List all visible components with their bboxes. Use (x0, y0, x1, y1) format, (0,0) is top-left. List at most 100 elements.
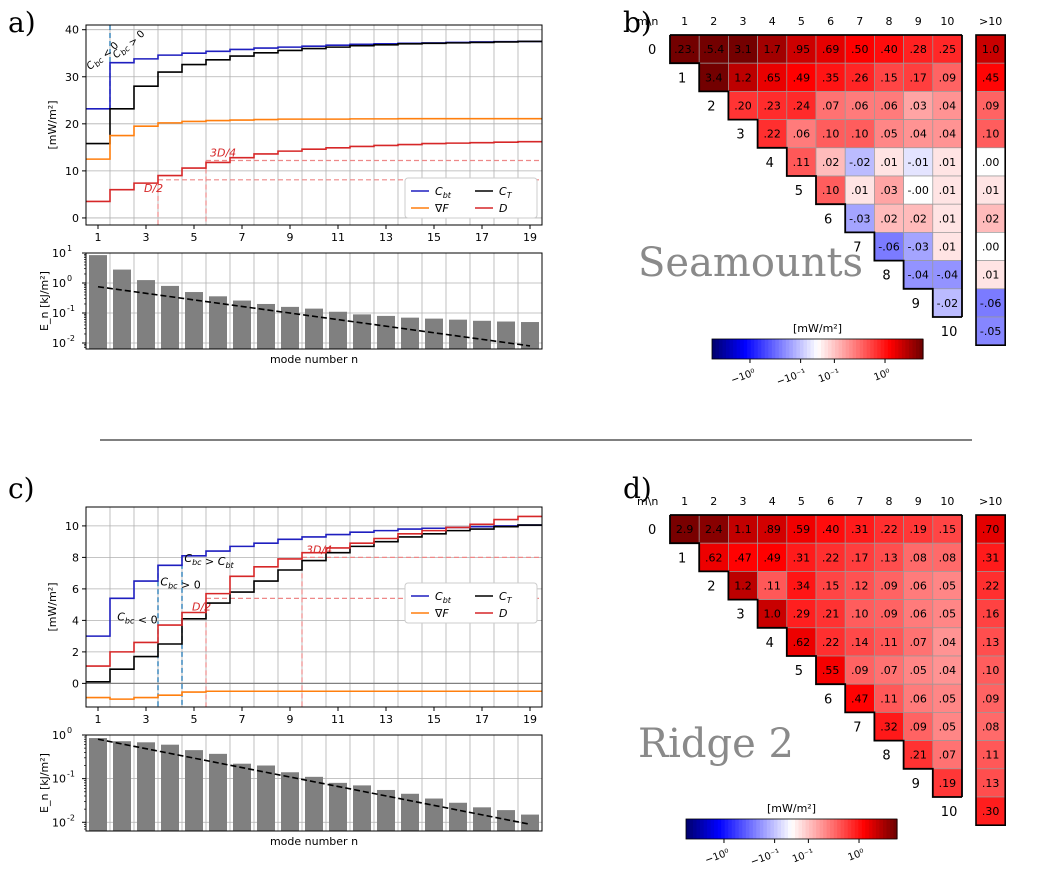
colorbar-segment (854, 819, 859, 839)
y-tick-label: 0 (72, 212, 79, 225)
cell-value: 2.9 (676, 523, 694, 536)
matrix-cell (903, 232, 934, 261)
y-tick-label: 4 (72, 614, 79, 627)
colorbar-segment (791, 819, 796, 839)
column-header: 2 (710, 15, 717, 28)
colorbar-segment (886, 819, 891, 839)
matrix-cell (815, 542, 846, 572)
colorbar-segment (861, 819, 866, 839)
cell-value: .06 (909, 692, 927, 705)
row-header: 4 (766, 636, 774, 651)
extra-cell (975, 627, 1006, 657)
matrix-cell (932, 514, 963, 544)
cell-value: .05 (939, 580, 957, 593)
matrix-cell (874, 203, 904, 233)
cell-value: .01 (939, 241, 957, 254)
x-tick-label: 11 (331, 231, 345, 244)
column-header: 7 (856, 495, 863, 508)
colorbar-tick-label: 10⁰ (873, 367, 892, 383)
extra-cell-value: .01 (982, 269, 1000, 282)
colorbar-label: [mW/m²] (793, 322, 842, 335)
cell-value: .14 (851, 636, 869, 649)
energy-bar (305, 776, 323, 831)
cell-value: .29 (793, 608, 811, 621)
extra-cell-value: .31 (982, 551, 1000, 564)
cell-value: .49 (793, 71, 811, 84)
colorbar-segment (735, 819, 740, 839)
colorbar-segment (768, 339, 773, 359)
colorbar-segment (805, 819, 810, 839)
colorbar-segment (868, 819, 873, 839)
matrix-cell (786, 62, 817, 92)
y-axis-label: E_n [kJ/m²] (38, 271, 51, 331)
colorbar-segment (745, 819, 750, 839)
colorbar-segment (893, 819, 898, 839)
extra-cell-value: .02 (982, 212, 1000, 225)
colorbar-segment (887, 339, 892, 359)
colorbar-segment (838, 339, 843, 359)
matrix-cell (874, 119, 904, 149)
colorbar-segment (802, 819, 807, 839)
cell-value: .49 (763, 551, 781, 564)
extra-cell-value: .30 (982, 805, 1000, 818)
colorbar-segment (889, 819, 895, 839)
energy-bar (497, 810, 515, 831)
cell-value: .04 (939, 664, 957, 677)
cell-value: -.03 (849, 212, 870, 225)
matrix-cell (903, 599, 934, 629)
cell-value: .04 (939, 636, 957, 649)
colorbar-segment (879, 819, 884, 839)
extra-cell-value: .22 (982, 580, 1000, 593)
colorbar-segment (710, 819, 715, 839)
cell-value: .07 (822, 100, 840, 113)
cell-value: .05 (939, 608, 957, 621)
colorbar-segment (749, 819, 754, 839)
cell-value: 1.7 (763, 43, 781, 56)
cell-value: .09 (909, 721, 927, 734)
colorbar-segment (901, 339, 907, 359)
energy-bar (449, 319, 467, 349)
colorbar-segment (875, 819, 881, 839)
plot-frame (85, 506, 543, 708)
energy-bar (449, 802, 467, 831)
x-tick-label: 7 (239, 713, 246, 726)
reference-label: 3D/4 (306, 543, 332, 556)
colorbar-tick-label: −10⁻¹ (775, 367, 807, 388)
row-header: 3 (736, 128, 744, 143)
cell-value: 1.0 (763, 608, 781, 621)
cell-value: -.04 (907, 269, 928, 282)
plot-frame (85, 24, 543, 226)
panel-label-c: c) (8, 472, 35, 505)
row-header: 9 (912, 777, 920, 792)
row-header: 0 (648, 523, 656, 538)
matrix-cell (903, 683, 934, 713)
cell-value: .10 (822, 184, 840, 197)
cell-value: .50 (851, 43, 869, 56)
row-header: 7 (853, 241, 861, 256)
row-header: 6 (824, 692, 832, 707)
colorbar-segment (810, 339, 815, 359)
energy-bar (257, 765, 275, 831)
cell-value: .06 (851, 100, 869, 113)
x-tick-label: 1 (95, 713, 102, 726)
matrix-cell (874, 62, 904, 92)
legend-box (404, 177, 538, 219)
extra-cell-value: .13 (982, 777, 1000, 790)
extra-cell-value: .11 (982, 749, 1000, 762)
cell-value: .47 (734, 551, 752, 564)
matrix-cell (932, 119, 963, 149)
colorbar-segment (740, 339, 745, 359)
matrix-cell (669, 514, 700, 544)
matrix-cell (874, 542, 904, 572)
matrix-cell (932, 175, 963, 205)
colorbar-segment (824, 339, 829, 359)
column-header: 8 (886, 15, 893, 28)
x-tick-label: 5 (191, 713, 198, 726)
colorbar-segment (717, 819, 722, 839)
legend-label: CT (499, 590, 513, 605)
cell-value: 1.2 (734, 71, 752, 84)
energy-bar (353, 314, 371, 349)
colorbar-segment (787, 819, 793, 839)
energy-bar (137, 280, 155, 349)
matrix-cell (815, 514, 846, 544)
